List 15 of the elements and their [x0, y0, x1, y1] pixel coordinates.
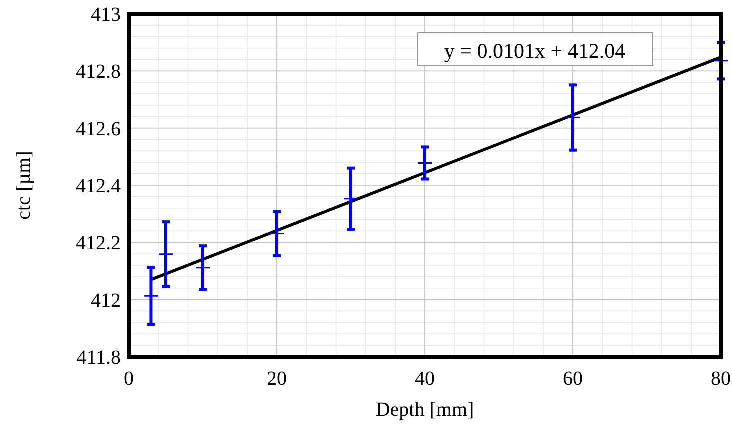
x-tick-label: 80 [711, 368, 731, 390]
annotation: y = 0.0101x + 412.04 [444, 39, 626, 63]
y-tick-label: 412.4 [76, 176, 121, 198]
y-tick-label: 412.6 [76, 118, 121, 140]
y-tick-label: 412.2 [76, 232, 121, 255]
y-tick-label: 412.8 [76, 61, 121, 84]
x-tick-label: 40 [415, 368, 435, 390]
y-axis-title: ctc [µm] [13, 151, 35, 220]
x-tick-label: 20 [267, 368, 287, 390]
y-tick-label: 411.8 [76, 347, 121, 369]
x-tick-label: 60 [563, 368, 583, 390]
y-tick-label: 412 [91, 290, 121, 312]
x-axis-title: Depth [mm] [376, 399, 474, 421]
y-tick-label: 413 [91, 4, 121, 26]
x-tick-label: 0 [124, 368, 134, 390]
